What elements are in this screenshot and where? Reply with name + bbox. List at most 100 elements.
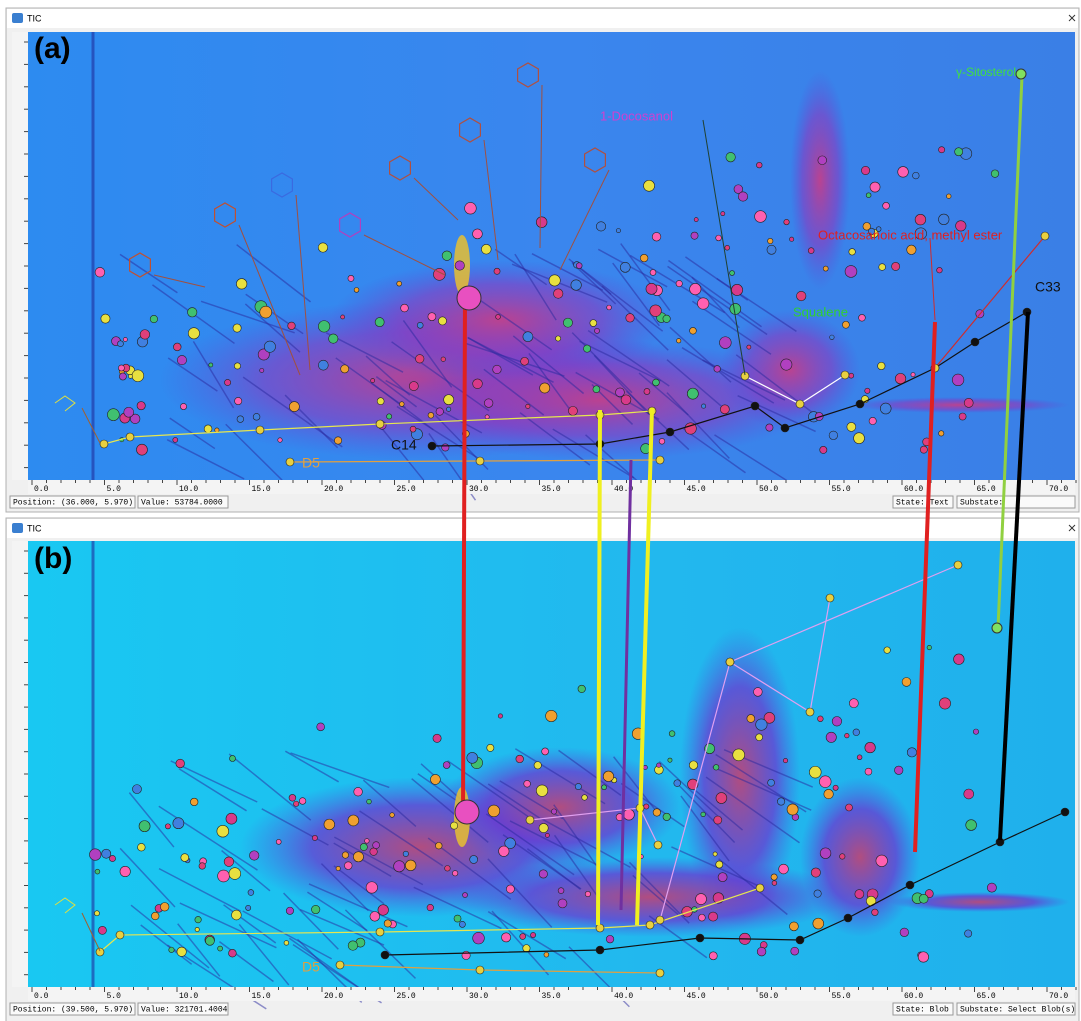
peak-marker <box>616 388 625 397</box>
x-tick-label: 0.0 <box>34 485 49 494</box>
peak-marker <box>140 330 150 340</box>
peak-marker <box>444 395 454 405</box>
peak-marker <box>650 269 656 275</box>
title-bar <box>7 9 1078 28</box>
peak-marker <box>690 327 697 334</box>
series-point <box>116 931 124 939</box>
peak-marker <box>902 678 911 687</box>
status-text: State: Text <box>896 499 949 508</box>
peak-marker <box>718 873 727 882</box>
peak-marker <box>520 933 526 939</box>
peak-marker <box>687 388 698 399</box>
peak-marker <box>438 317 446 325</box>
peak-marker <box>861 166 869 174</box>
peak-marker <box>487 744 494 751</box>
peak-marker <box>583 345 590 352</box>
peak-marker <box>865 742 876 753</box>
series-point <box>751 402 759 410</box>
peak-marker <box>991 170 999 178</box>
figure: TIC0.05.010.015.020.025.030.035.040.045.… <box>0 0 1081 1021</box>
peak-marker <box>768 779 775 786</box>
peak-marker <box>644 388 650 394</box>
peak-marker <box>865 388 870 393</box>
peak-marker <box>136 444 147 455</box>
series-point <box>428 442 436 450</box>
peak-marker <box>849 373 854 378</box>
peak-marker <box>289 794 296 801</box>
peak-marker <box>832 717 842 727</box>
peak-marker <box>911 373 915 377</box>
peak-marker <box>366 882 377 893</box>
peak-marker <box>576 263 582 269</box>
peak-marker <box>524 780 531 787</box>
peak-marker <box>898 167 909 178</box>
peak-marker <box>390 813 395 818</box>
peak-marker <box>353 852 363 862</box>
peak-marker <box>176 759 185 768</box>
highlight-peak <box>992 623 1002 633</box>
peak-marker <box>542 748 549 755</box>
peak-marker <box>842 321 849 328</box>
compound-label: 1-Docosanol <box>600 108 673 123</box>
peak-marker <box>348 815 359 826</box>
peak-marker <box>674 780 681 787</box>
peak-marker <box>555 336 560 341</box>
peak-marker <box>659 438 665 444</box>
x-tick-label: 25.0 <box>397 992 416 1001</box>
peak-marker <box>428 313 436 321</box>
peak-marker <box>747 715 755 723</box>
peak-marker <box>964 789 974 799</box>
peak-marker <box>716 235 722 241</box>
series-point <box>1041 232 1049 240</box>
peak-marker <box>713 765 719 771</box>
compound-label: C33 <box>1035 279 1061 295</box>
peak-marker <box>653 379 660 386</box>
peak-marker <box>107 409 119 421</box>
peak-marker <box>855 890 864 899</box>
peak-marker <box>884 647 891 654</box>
peak-marker <box>160 903 169 912</box>
peak-marker <box>892 262 900 270</box>
peak-marker <box>334 437 341 444</box>
peak-marker <box>946 194 951 199</box>
peak-marker <box>173 437 178 442</box>
peak-marker <box>791 947 799 955</box>
peak-marker <box>694 218 698 222</box>
peak-marker <box>530 932 535 937</box>
series-point <box>96 948 104 956</box>
peak-marker <box>653 809 661 817</box>
peak-marker <box>403 851 408 856</box>
peak-marker <box>428 412 434 418</box>
x-tick-label: 55.0 <box>832 485 851 494</box>
x-tick-label: 70.0 <box>1049 992 1068 1001</box>
peak-marker <box>549 275 560 286</box>
peak-marker <box>757 947 766 956</box>
panel-label: (b) <box>34 542 72 575</box>
peak-marker <box>854 433 865 444</box>
peak-marker <box>312 835 317 840</box>
peak-marker <box>790 237 794 241</box>
peak-marker <box>229 949 237 957</box>
peak-marker <box>756 162 762 168</box>
peak-marker <box>341 365 349 373</box>
peak-marker <box>354 288 359 293</box>
peak-marker <box>123 337 127 341</box>
y-axis-strip <box>12 541 28 987</box>
window: TIC0.05.010.015.020.025.030.035.040.045.… <box>6 8 1079 512</box>
x-tick-label: 5.0 <box>107 485 122 494</box>
peak-marker <box>488 805 500 817</box>
series-point <box>336 961 344 969</box>
peak-marker <box>756 734 763 741</box>
peak-marker <box>539 823 548 832</box>
peak-marker <box>95 869 100 874</box>
x-tick-label: 60.0 <box>904 485 923 494</box>
peak-marker <box>224 857 234 867</box>
peak-marker <box>217 825 229 837</box>
peak-marker <box>730 271 735 276</box>
peak-marker <box>120 866 130 876</box>
peak-marker <box>499 846 509 856</box>
peak-marker <box>819 776 831 788</box>
peak-marker <box>90 849 101 860</box>
peak-marker <box>124 407 134 417</box>
peak-marker <box>199 863 206 870</box>
